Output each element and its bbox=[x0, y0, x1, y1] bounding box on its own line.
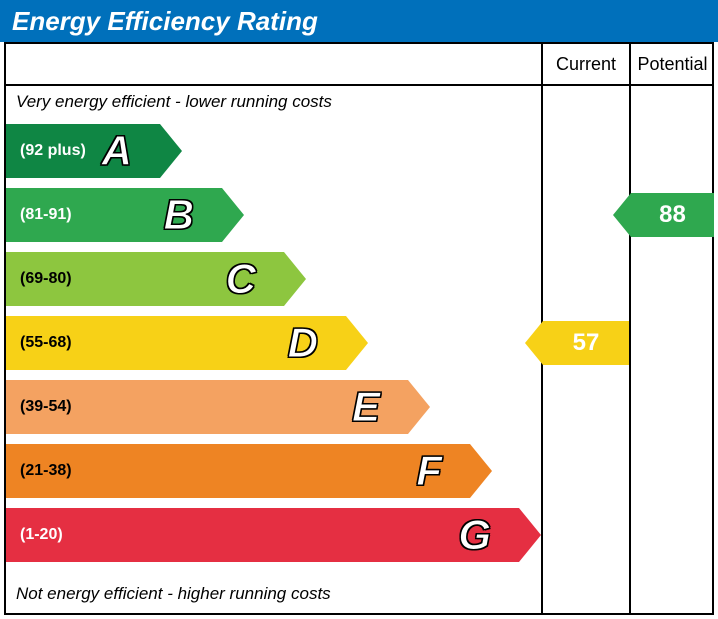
potential-pointer: 88 bbox=[613, 193, 714, 237]
band-arrow-icon bbox=[284, 252, 306, 306]
band-arrow-icon bbox=[408, 380, 430, 434]
band-range: (39-54) bbox=[6, 398, 72, 416]
band-range: (1-20) bbox=[6, 526, 63, 544]
band-arrow-icon bbox=[519, 508, 541, 562]
band-letter: F bbox=[416, 447, 442, 495]
band-b: (81-91) B bbox=[6, 188, 244, 242]
band-range: (81-91) bbox=[6, 206, 72, 224]
band-arrow-icon bbox=[346, 316, 368, 370]
band-arrow-icon bbox=[222, 188, 244, 242]
pointer-arrow-icon bbox=[613, 193, 631, 237]
band-body: (21-38) F bbox=[6, 444, 470, 498]
top-note: Very energy efficient - lower running co… bbox=[16, 92, 332, 112]
band-body: (69-80) C bbox=[6, 252, 284, 306]
title-bar: Energy Efficiency Rating bbox=[0, 0, 718, 42]
band-letter: C bbox=[226, 255, 256, 303]
chart-box: Current Potential Very energy efficient … bbox=[4, 42, 714, 615]
band-letter: D bbox=[288, 319, 318, 367]
header-row: Current Potential bbox=[6, 44, 712, 86]
band-f: (21-38) F bbox=[6, 444, 492, 498]
band-d: (55-68) D bbox=[6, 316, 368, 370]
band-g: (1-20) G bbox=[6, 508, 541, 562]
band-letter: A bbox=[102, 127, 132, 175]
band-body: (81-91) B bbox=[6, 188, 222, 242]
band-e: (39-54) E bbox=[6, 380, 430, 434]
pointer-arrow-icon bbox=[525, 321, 543, 365]
band-range: (55-68) bbox=[6, 334, 72, 352]
band-body: (1-20) G bbox=[6, 508, 519, 562]
chart-title: Energy Efficiency Rating bbox=[12, 6, 318, 37]
header-current: Current bbox=[541, 44, 629, 84]
band-arrow-icon bbox=[470, 444, 492, 498]
band-range: (69-80) bbox=[6, 270, 72, 288]
band-a: (92 plus) A bbox=[6, 124, 182, 178]
epc-chart: Energy Efficiency Rating Current Potenti… bbox=[0, 0, 718, 619]
band-letter: G bbox=[458, 511, 491, 559]
band-range: (92 plus) bbox=[6, 142, 86, 160]
band-arrow-icon bbox=[160, 124, 182, 178]
current-pointer-value: 57 bbox=[543, 321, 629, 365]
band-body: (92 plus) A bbox=[6, 124, 160, 178]
band-range: (21-38) bbox=[6, 462, 72, 480]
current-pointer: 57 bbox=[525, 321, 629, 365]
band-body: (55-68) D bbox=[6, 316, 346, 370]
potential-pointer-value: 88 bbox=[631, 193, 714, 237]
band-letter: E bbox=[352, 383, 380, 431]
band-c: (69-80) C bbox=[6, 252, 306, 306]
band-letter: B bbox=[164, 191, 194, 239]
header-potential: Potential bbox=[629, 44, 714, 84]
band-body: (39-54) E bbox=[6, 380, 408, 434]
divider-potential bbox=[629, 86, 631, 613]
bottom-note: Not energy efficient - higher running co… bbox=[16, 584, 331, 604]
